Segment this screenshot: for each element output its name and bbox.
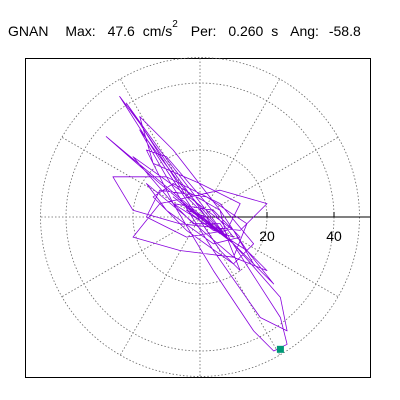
period-label: Per: — [190, 22, 217, 39]
motion-trace — [105, 96, 288, 352]
grid-spoke — [199, 78, 281, 218]
max-unit-exponent: 2 — [172, 19, 178, 30]
max-unit: cm/s2 — [143, 16, 178, 43]
grid-spoke — [199, 136, 339, 218]
station-code: GNAN — [8, 22, 49, 39]
radial-tick-label: 20 — [259, 228, 275, 244]
max-unit-base: cm/s — [142, 22, 173, 39]
plot-frame — [25, 58, 371, 378]
period-value: 0.260 — [228, 22, 264, 39]
angle-label: Ang: — [290, 22, 319, 39]
max-value: 47.6 — [107, 22, 135, 39]
end-marker-group — [276, 345, 284, 353]
end-point-marker — [276, 345, 284, 353]
radial-axis: 20 40 — [200, 212, 370, 244]
angle-value: -58.8 — [328, 22, 361, 39]
radial-tick-label: 40 — [326, 228, 342, 244]
motion-trace-group — [105, 96, 288, 352]
max-label: Max: — [65, 22, 96, 39]
period-unit: s — [271, 22, 279, 39]
grid-spoke — [119, 216, 201, 356]
grid-spoke — [61, 216, 201, 298]
chart-header: GNAN Max: 47.6 cm/s2 Per: 0.260 s Ang: -… — [8, 16, 400, 40]
